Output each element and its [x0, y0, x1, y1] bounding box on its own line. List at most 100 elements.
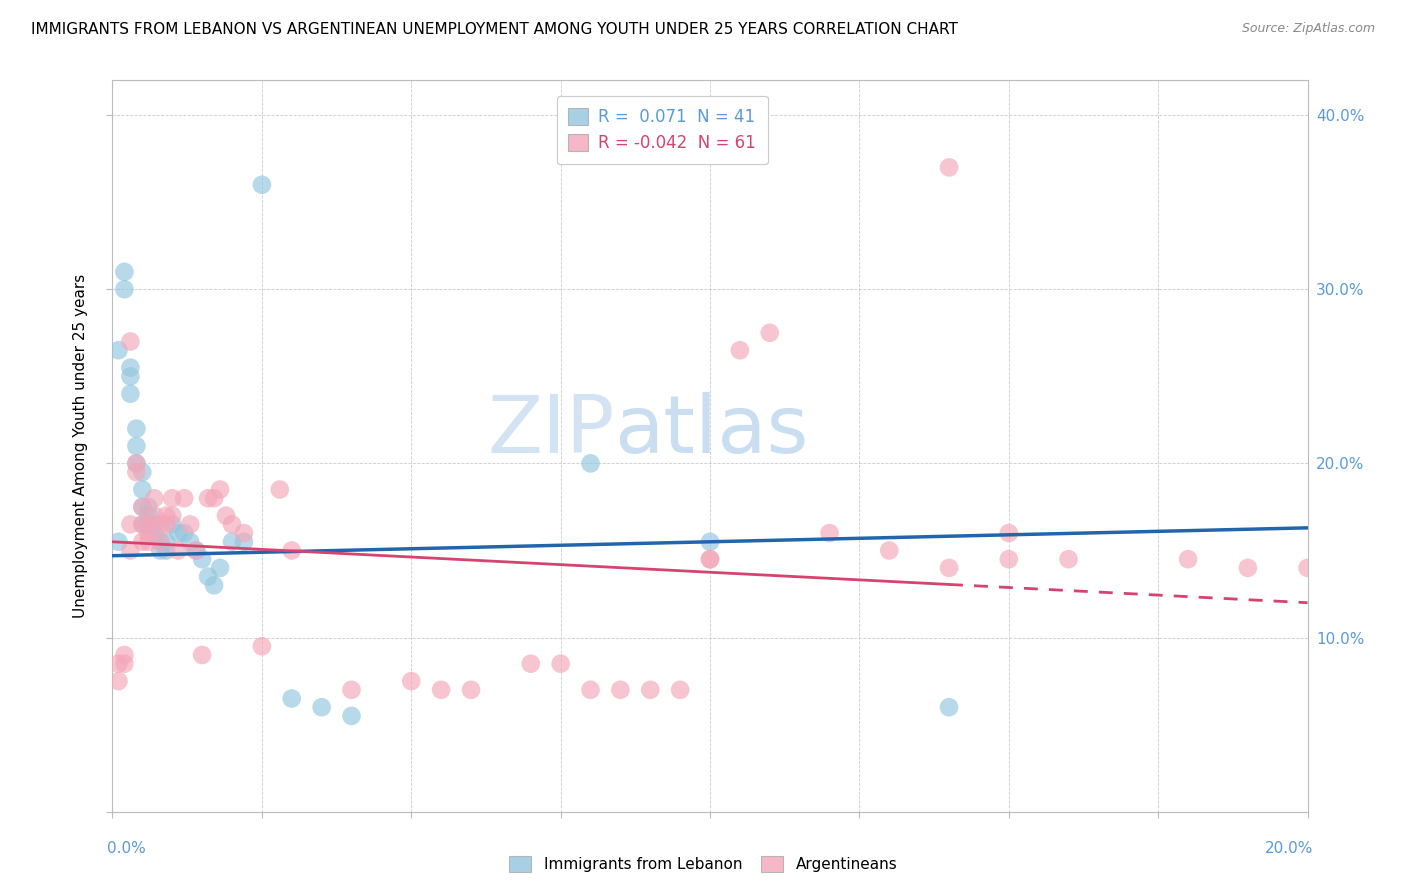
Point — [162, 508, 183, 523]
Point — [167, 543, 190, 558]
Point — [131, 500, 153, 514]
Point — [155, 517, 177, 532]
Point — [609, 682, 631, 697]
Text: 20.0%: 20.0% — [1265, 841, 1313, 856]
Point — [669, 682, 692, 697]
Point — [149, 543, 172, 558]
Point — [155, 534, 177, 549]
Point — [107, 657, 129, 671]
Point — [202, 491, 225, 506]
Point — [107, 534, 129, 549]
Point — [120, 360, 142, 375]
Point — [131, 500, 153, 514]
Point — [179, 517, 201, 532]
Point — [155, 543, 177, 558]
Point — [125, 421, 148, 435]
Point — [191, 552, 214, 566]
Text: IMMIGRANTS FROM LEBANON VS ARGENTINEAN UNEMPLOYMENT AMONG YOUTH UNDER 25 YEARS C: IMMIGRANTS FROM LEBANON VS ARGENTINEAN U… — [31, 22, 957, 37]
Point — [138, 517, 160, 532]
Point — [131, 517, 153, 532]
Point — [281, 543, 304, 558]
Point — [520, 657, 543, 671]
Point — [699, 534, 721, 549]
Point — [221, 517, 243, 532]
Point — [728, 343, 751, 358]
Point — [818, 526, 841, 541]
Point — [998, 526, 1021, 541]
Point — [179, 534, 201, 549]
Point — [125, 457, 148, 471]
Point — [281, 691, 304, 706]
Point — [131, 465, 153, 479]
Point — [430, 682, 453, 697]
Point — [120, 334, 142, 349]
Point — [138, 500, 160, 514]
Point — [250, 640, 273, 654]
Point — [269, 483, 291, 497]
Point — [233, 534, 256, 549]
Point — [640, 682, 662, 697]
Point — [186, 543, 208, 558]
Text: Source: ZipAtlas.com: Source: ZipAtlas.com — [1241, 22, 1375, 36]
Text: ZIP: ZIP — [486, 392, 614, 470]
Point — [143, 491, 166, 506]
Point — [138, 517, 160, 532]
Point — [173, 526, 195, 541]
Point — [149, 517, 172, 532]
Y-axis label: Unemployment Among Youth under 25 years: Unemployment Among Youth under 25 years — [73, 274, 89, 618]
Point — [699, 552, 721, 566]
Point — [197, 491, 219, 506]
Point — [250, 178, 273, 192]
Point — [138, 526, 160, 541]
Point — [125, 465, 148, 479]
Point — [191, 648, 214, 662]
Point — [699, 552, 721, 566]
Point — [401, 674, 423, 689]
Point — [143, 508, 166, 523]
Point — [125, 439, 148, 453]
Point — [202, 578, 225, 592]
Point — [138, 508, 160, 523]
Point — [120, 369, 142, 384]
Text: 0.0%: 0.0% — [107, 841, 145, 856]
Point — [938, 161, 960, 175]
Point — [759, 326, 782, 340]
Point — [114, 282, 135, 296]
Point — [460, 682, 482, 697]
Point — [131, 483, 153, 497]
Point — [143, 526, 166, 541]
Point — [143, 517, 166, 532]
Point — [114, 657, 135, 671]
Legend: Immigrants from Lebanon, Argentineans: Immigrants from Lebanon, Argentineans — [501, 848, 905, 880]
Point — [209, 561, 232, 575]
Point — [167, 526, 190, 541]
Point — [197, 569, 219, 583]
Point — [1296, 561, 1319, 575]
Point — [579, 682, 602, 697]
Point — [879, 543, 901, 558]
Text: atlas: atlas — [614, 392, 808, 470]
Point — [131, 534, 153, 549]
Point — [155, 508, 177, 523]
Point — [1177, 552, 1199, 566]
Point — [998, 552, 1021, 566]
Point — [125, 457, 148, 471]
Point — [186, 543, 208, 558]
Point — [209, 483, 232, 497]
Point — [938, 561, 960, 575]
Point — [114, 648, 135, 662]
Point — [120, 386, 142, 401]
Point — [149, 534, 172, 549]
Point — [149, 534, 172, 549]
Point — [131, 517, 153, 532]
Point — [107, 343, 129, 358]
Point — [162, 491, 183, 506]
Point — [233, 526, 256, 541]
Point — [107, 674, 129, 689]
Point — [173, 491, 195, 506]
Point — [1057, 552, 1080, 566]
Point — [311, 700, 333, 714]
Legend: R =  0.071  N = 41, R = -0.042  N = 61: R = 0.071 N = 41, R = -0.042 N = 61 — [557, 96, 768, 164]
Point — [221, 534, 243, 549]
Point — [340, 682, 363, 697]
